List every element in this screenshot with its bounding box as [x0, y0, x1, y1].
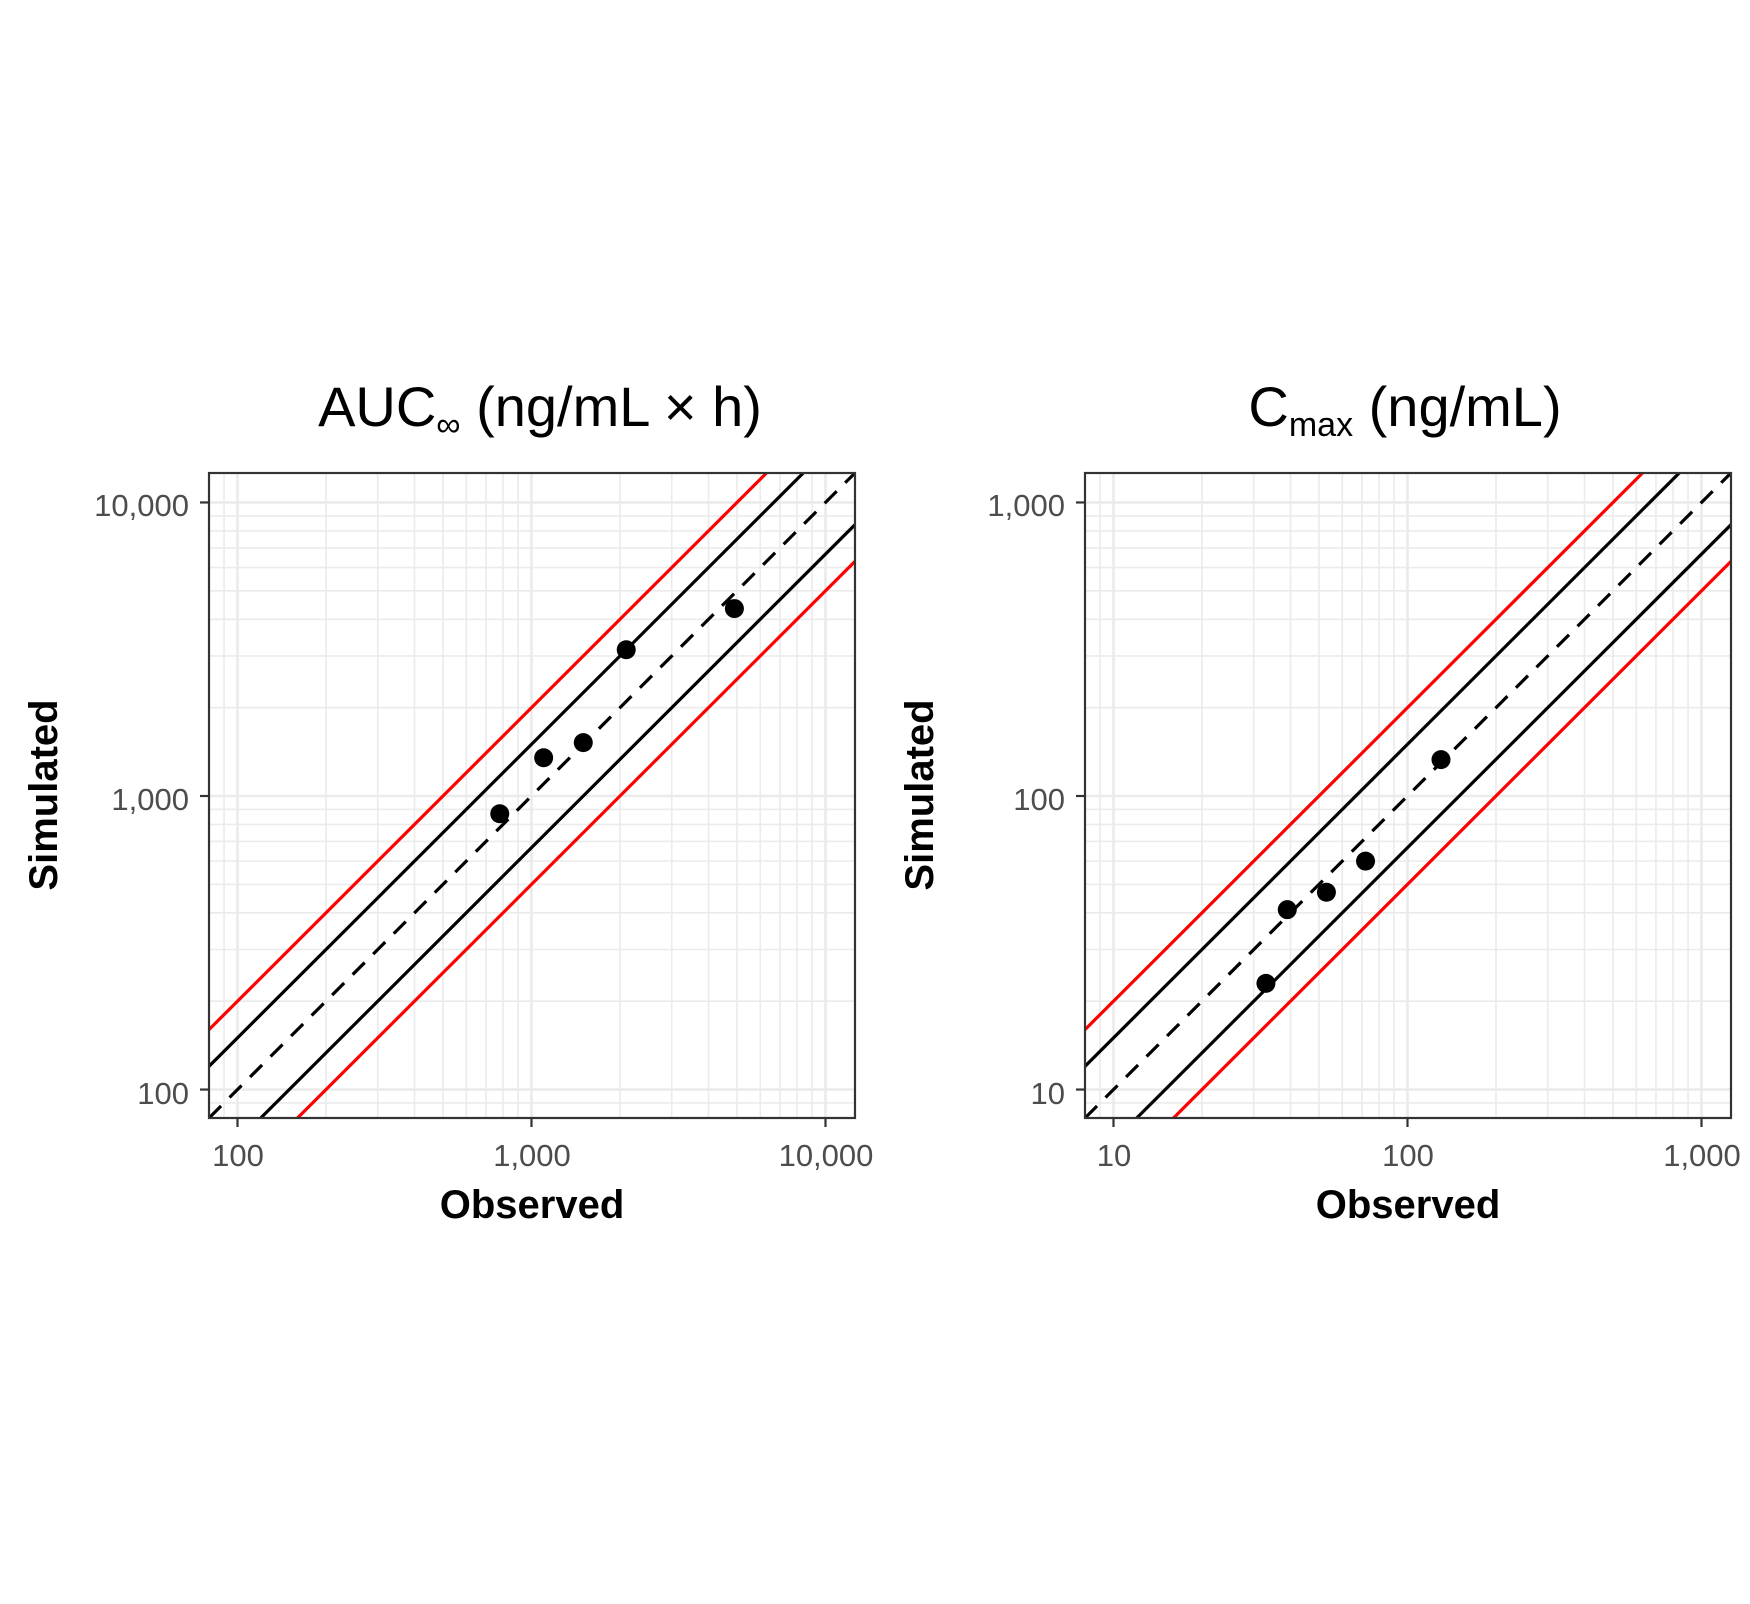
- x-tick-label: 10,000: [779, 1138, 874, 1173]
- title-subscript: max: [1289, 406, 1353, 444]
- y-tick-label: 100: [137, 1076, 189, 1111]
- panel-title: Cmax (ng/mL): [1248, 375, 1561, 444]
- data-point: [573, 733, 593, 753]
- x-tick-label: 100: [1382, 1138, 1434, 1173]
- fold-line-2: [209, 473, 769, 1031]
- fold-line-0.6667: [258, 523, 855, 1118]
- reference-lines: [1085, 473, 1731, 1118]
- y-axis-title: Simulated: [22, 699, 66, 890]
- y-axis-title: Simulated: [898, 699, 942, 890]
- x-axis-title: Observed: [440, 1183, 625, 1227]
- panel-title: AUC∞ (ng/mL × h): [318, 375, 762, 444]
- fold-line-1.5: [209, 473, 806, 1068]
- axis-ticks: [200, 501, 827, 1127]
- fold-line-0.5: [1171, 560, 1731, 1118]
- x-axis-title: Observed: [1316, 1183, 1501, 1227]
- y-tick-label: 1,000: [987, 488, 1065, 523]
- data-point: [1431, 750, 1451, 770]
- reference-lines: [209, 473, 855, 1118]
- fold-line-1.5: [1085, 473, 1682, 1068]
- data-point: [1316, 882, 1336, 902]
- data-points: [1256, 750, 1451, 993]
- data-points: [490, 599, 744, 824]
- x-tick-label: 1,000: [493, 1138, 571, 1173]
- fold-line-0.6667: [1134, 523, 1731, 1118]
- data-point: [616, 640, 636, 660]
- title-main: AUC: [318, 375, 436, 438]
- identity-line: [209, 473, 855, 1118]
- y-tick-label: 10,000: [94, 488, 189, 523]
- x-tick-label: 10: [1097, 1138, 1131, 1173]
- data-point: [534, 748, 554, 768]
- y-tick-label: 1,000: [111, 782, 189, 817]
- data-point: [1256, 973, 1276, 993]
- y-tick-label: 10: [1031, 1076, 1065, 1111]
- title-main: C: [1248, 375, 1288, 438]
- panel-auc: AUC∞ (ng/mL × h) 10,000 1,000 100 100 1,…: [22, 375, 873, 1227]
- fold-line-2: [1085, 473, 1645, 1031]
- grid: [1084, 473, 1731, 1119]
- data-point: [1356, 851, 1376, 871]
- y-tick-label: 100: [1013, 782, 1065, 817]
- title-units: (ng/mL): [1353, 375, 1562, 438]
- panel-cmax: Cmax (ng/mL) 1,000 100 10 10 100 1,000 O…: [898, 375, 1741, 1227]
- x-tick-label: 100: [212, 1138, 264, 1173]
- x-tick-label: 1,000: [1663, 1138, 1741, 1173]
- data-point: [724, 599, 744, 619]
- grid: [208, 473, 855, 1119]
- data-point: [490, 804, 510, 824]
- title-units: (ng/mL × h): [461, 375, 762, 438]
- axis-ticks: [1076, 501, 1703, 1127]
- data-point: [1277, 900, 1297, 920]
- identity-line: [1085, 473, 1731, 1118]
- title-subscript: ∞: [436, 406, 460, 444]
- fold-line-0.5: [295, 560, 855, 1118]
